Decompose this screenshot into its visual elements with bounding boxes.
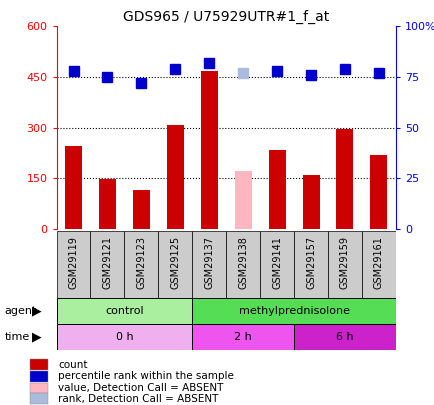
Bar — [293, 231, 327, 298]
Bar — [361, 231, 395, 298]
Bar — [293, 324, 395, 350]
Bar — [30, 383, 48, 393]
Text: 0 h: 0 h — [115, 332, 133, 342]
Bar — [56, 298, 192, 324]
Bar — [158, 231, 192, 298]
Text: time: time — [4, 333, 30, 342]
Bar — [370, 155, 387, 229]
Text: GSM29137: GSM29137 — [204, 236, 214, 289]
Bar — [56, 231, 90, 298]
Text: ▶: ▶ — [32, 331, 41, 344]
Bar — [268, 150, 285, 229]
Text: rank, Detection Call = ABSENT: rank, Detection Call = ABSENT — [58, 394, 218, 404]
Bar — [99, 179, 116, 229]
Text: GSM29138: GSM29138 — [238, 236, 247, 289]
Bar — [167, 125, 184, 229]
Bar — [336, 129, 352, 229]
Bar — [124, 231, 158, 298]
Text: agent: agent — [4, 306, 36, 316]
Text: control: control — [105, 306, 143, 316]
Text: ▶: ▶ — [32, 305, 41, 318]
Text: 2 h: 2 h — [234, 332, 251, 342]
Text: value, Detection Call = ABSENT: value, Detection Call = ABSENT — [58, 383, 223, 393]
Text: count: count — [58, 360, 88, 370]
Bar — [260, 231, 293, 298]
Bar — [226, 231, 260, 298]
Bar — [56, 324, 192, 350]
Text: GSM29119: GSM29119 — [69, 236, 78, 289]
Bar — [302, 175, 319, 229]
Bar — [30, 371, 48, 382]
Text: GSM29121: GSM29121 — [102, 236, 112, 289]
Text: percentile rank within the sample: percentile rank within the sample — [58, 371, 233, 382]
Text: GSM29157: GSM29157 — [306, 236, 315, 289]
Bar — [65, 146, 82, 229]
Bar — [90, 231, 124, 298]
Text: GSM29123: GSM29123 — [136, 236, 146, 289]
Text: GSM29125: GSM29125 — [170, 236, 180, 289]
Bar — [192, 298, 395, 324]
Bar — [234, 171, 251, 229]
Bar — [30, 393, 48, 404]
Bar — [192, 324, 293, 350]
Bar — [327, 231, 361, 298]
Bar — [133, 190, 149, 229]
Text: GSM29159: GSM29159 — [339, 236, 349, 289]
Bar — [30, 359, 48, 370]
Text: GSM29161: GSM29161 — [373, 236, 383, 289]
Bar — [192, 231, 226, 298]
Title: GDS965 / U75929UTR#1_f_at: GDS965 / U75929UTR#1_f_at — [123, 10, 329, 24]
Bar — [201, 71, 217, 229]
Text: 6 h: 6 h — [335, 332, 353, 342]
Text: GSM29141: GSM29141 — [272, 236, 281, 289]
Text: methylprednisolone: methylprednisolone — [238, 306, 349, 316]
